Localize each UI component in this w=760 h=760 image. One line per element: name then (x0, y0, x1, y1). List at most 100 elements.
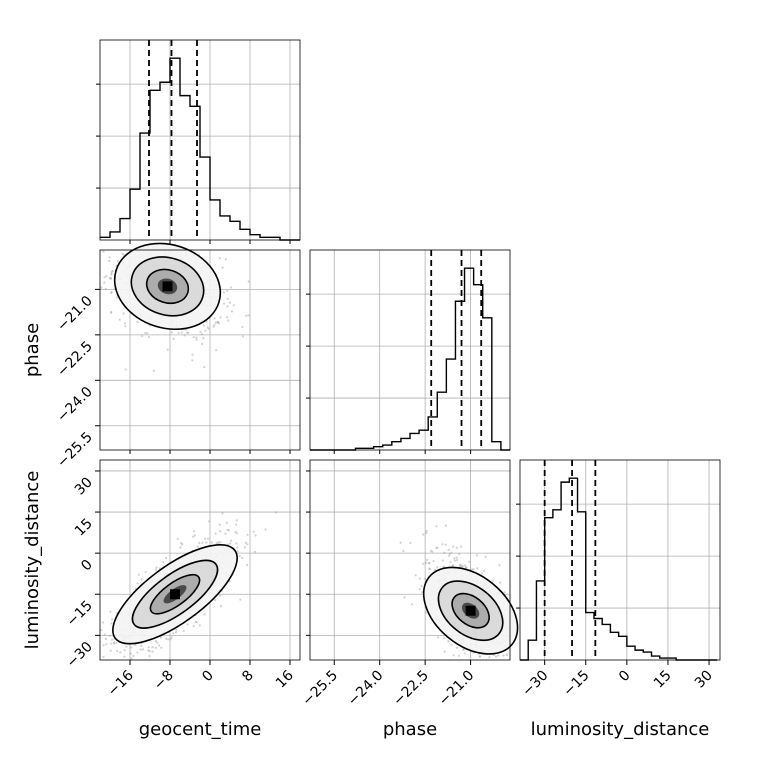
hist-geocent-time-steps (100, 57, 300, 241)
scatter-point-phase-luminosity-distance (431, 550, 434, 553)
scatter-point-phase-luminosity-distance (436, 546, 439, 549)
scatter-point-geocent-time-luminosity-distance (219, 594, 222, 598)
scatter-point-geocent-time-phase (195, 338, 198, 341)
hist-luminosity-distance-steps (520, 477, 718, 661)
scatter-point-geocent-time-luminosity-distance (170, 636, 173, 639)
scatter-point-phase-luminosity-distance (420, 585, 423, 588)
scatter-point-geocent-time-phase (221, 266, 224, 269)
scatter-point-phase-luminosity-distance (435, 546, 438, 550)
hist-phase-steps (310, 267, 510, 451)
scatter-point-phase-luminosity-distance (425, 529, 428, 533)
marks-layer (100, 40, 718, 661)
scatter-point-phase-luminosity-distance (458, 552, 461, 556)
xtick-label-luminosity-distance-3: 15 (651, 668, 675, 692)
scatter-point-geocent-time-luminosity-distance (246, 563, 249, 567)
scatter-point-phase-luminosity-distance (426, 558, 429, 562)
scatter-point-geocent-time-phase (118, 318, 121, 321)
scatter-point-geocent-time-phase (110, 311, 113, 314)
scatter-point-geocent-time-luminosity-distance (108, 634, 111, 637)
scatter-point-geocent-time-phase (217, 321, 220, 324)
scatter-point-geocent-time-luminosity-distance (180, 542, 183, 545)
scatter-point-geocent-time-luminosity-distance (198, 624, 201, 627)
scatter-point-geocent-time-phase (230, 310, 234, 313)
scatter-point-phase-luminosity-distance (428, 567, 431, 570)
scatter-point-geocent-time-luminosity-distance (151, 646, 154, 649)
scatter-point-phase-luminosity-distance (499, 581, 502, 584)
scatter-point-geocent-time-phase (200, 333, 203, 336)
xtick-label-geocent-time-3: 8 (239, 668, 257, 686)
scatter-point-geocent-time-luminosity-distance (214, 532, 217, 535)
scatter-point-geocent-time-luminosity-distance (192, 530, 196, 533)
scatter-point-geocent-time-luminosity-distance (230, 539, 233, 542)
density-peak-phase-luminosity-distance (465, 605, 476, 616)
scatter-point-phase-luminosity-distance (443, 637, 446, 640)
scatter-point-geocent-time-luminosity-distance (253, 550, 256, 554)
panel-frame-geocent-time-luminosity-distance (99, 459, 301, 661)
scatter-point-geocent-time-phase (144, 331, 147, 334)
scatter-point-geocent-time-luminosity-distance (176, 537, 179, 541)
scatter-point-phase-luminosity-distance (441, 559, 444, 562)
scatter-point-phase-luminosity-distance (449, 560, 452, 564)
scatter-point-phase-luminosity-distance (429, 549, 432, 552)
scatter-point-geocent-time-phase (110, 270, 113, 273)
scatter-point-geocent-time-luminosity-distance (137, 573, 140, 576)
scatter-point-phase-luminosity-distance (488, 656, 491, 659)
scatter-point-geocent-time-luminosity-distance (162, 560, 165, 564)
scatter-point-phase-luminosity-distance (497, 654, 500, 657)
scatter-point-geocent-time-luminosity-distance (159, 636, 163, 639)
scatter-point-geocent-time-phase (199, 330, 202, 334)
ytick-label-luminosity-distance-1: −15 (64, 598, 96, 630)
scatter-point-phase-luminosity-distance (475, 554, 479, 557)
scatter-point-phase-luminosity-distance (463, 652, 466, 655)
scatter-point-geocent-time-luminosity-distance (198, 542, 201, 545)
scatter-point-phase-luminosity-distance (411, 603, 414, 606)
scatter-point-phase-luminosity-distance (443, 551, 446, 555)
scatter-point-geocent-time-luminosity-distance (147, 649, 150, 652)
scatter-point-phase-luminosity-distance (478, 655, 482, 658)
scatter-point-geocent-time-phase (218, 257, 221, 260)
scatter-point-geocent-time-luminosity-distance (111, 618, 114, 621)
scatter-point-geocent-time-phase (228, 301, 232, 304)
scatter-point-phase-luminosity-distance (403, 596, 406, 599)
scatter-point-geocent-time-phase (247, 280, 250, 283)
scatter-point-geocent-time-luminosity-distance (110, 638, 114, 641)
scatter-point-geocent-time-luminosity-distance (174, 631, 178, 634)
scatter-point-geocent-time-phase (152, 369, 155, 372)
scatter-point-geocent-time-phase (203, 366, 206, 369)
scatter-point-phase-luminosity-distance (484, 555, 487, 558)
scatter-point-geocent-time-phase (232, 304, 235, 307)
scatter-point-geocent-time-luminosity-distance (214, 598, 217, 602)
scatter-point-geocent-time-phase (186, 331, 189, 334)
scatter-point-phase-luminosity-distance (409, 541, 412, 545)
scatter-point-geocent-time-luminosity-distance (241, 556, 244, 560)
scatter-point-geocent-time-phase (110, 291, 113, 294)
scatter-point-phase-luminosity-distance (476, 567, 479, 570)
scatter-point-phase-luminosity-distance (448, 554, 451, 557)
scatter-point-geocent-time-luminosity-distance (219, 530, 222, 533)
scatter-point-geocent-time-luminosity-distance (193, 534, 196, 537)
scatter-point-geocent-time-luminosity-distance (195, 621, 198, 624)
panel-frame-phase-phase (309, 249, 511, 451)
scatter-point-phase-luminosity-distance (456, 558, 459, 562)
scatter-point-geocent-time-phase (183, 334, 186, 337)
scatter-point-geocent-time-phase (172, 337, 175, 340)
scatter-point-geocent-time-phase (115, 296, 118, 299)
scatter-point-phase-luminosity-distance (459, 563, 462, 566)
scatter-point-geocent-time-luminosity-distance (244, 541, 247, 544)
scatter-point-phase-luminosity-distance (503, 591, 506, 594)
ytick-label-luminosity-distance-4: 30 (72, 474, 96, 498)
scatter-point-geocent-time-luminosity-distance (140, 644, 143, 648)
scatter-point-geocent-time-luminosity-distance (204, 537, 207, 540)
scatter-point-geocent-time-luminosity-distance (148, 654, 151, 658)
scatter-point-geocent-time-luminosity-distance (136, 651, 139, 654)
scatter-point-geocent-time-luminosity-distance (224, 532, 227, 535)
scatter-point-geocent-time-luminosity-distance (136, 582, 139, 585)
scatter-point-phase-luminosity-distance (463, 564, 467, 567)
scatter-point-geocent-time-luminosity-distance (218, 523, 221, 526)
scatter-point-phase-luminosity-distance (418, 587, 421, 591)
y-axis-label-luminosity-distance: luminosity_distance (22, 471, 43, 650)
ytick-label-luminosity-distance-0: −30 (64, 639, 96, 671)
scatter-point-geocent-time-luminosity-distance (141, 648, 145, 651)
scatter-point-phase-luminosity-distance (422, 562, 425, 565)
